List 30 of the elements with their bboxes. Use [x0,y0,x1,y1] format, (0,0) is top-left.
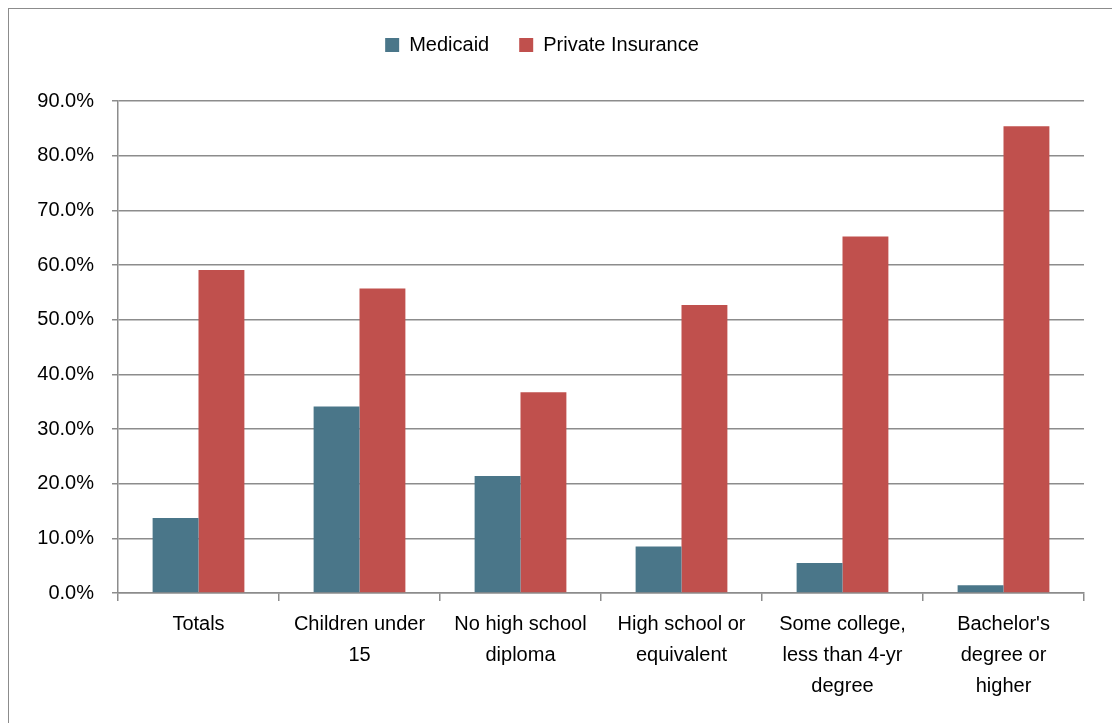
y-tick-label: 70.0% [37,197,95,220]
bar [520,392,567,593]
bar [1003,126,1050,593]
bar [198,269,245,593]
bar [635,546,682,593]
bar [957,585,1004,593]
x-tick-label: Children under 15 [293,612,426,666]
legend-label: Private Insurance [543,32,699,55]
bar [313,406,360,593]
y-tick-label: 10.0% [37,525,95,548]
x-tick-label: Some college, less than 4-yr degree [779,612,906,697]
x-tick-label: Bachelor's degree or higher [957,612,1050,697]
y-tick-label: 50.0% [37,307,95,330]
y-tick-label: 60.0% [37,252,95,275]
bar [359,288,406,593]
bar [152,518,199,593]
x-tick-label: High school or equivalent [617,612,746,666]
legend-label: Medicaid [409,32,490,55]
y-tick-label: 90.0% [37,88,95,111]
bar [796,562,843,593]
y-tick-label: 0.0% [48,580,95,603]
x-tick-label: No high school diploma [454,612,587,666]
y-tick-label: 30.0% [37,416,95,439]
y-tick-label: 80.0% [37,143,95,166]
bar [681,304,728,593]
y-tick-label: 40.0% [37,361,95,384]
bar [842,236,889,593]
y-tick-label: 20.0% [37,471,95,494]
bar [474,476,521,593]
x-tick-label: Totals [172,612,225,635]
